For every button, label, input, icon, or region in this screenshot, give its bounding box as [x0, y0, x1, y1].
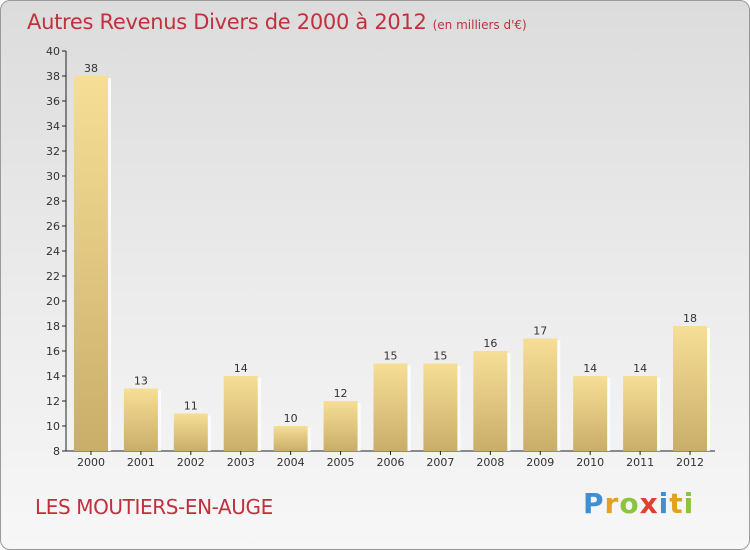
bar-value-label: 11: [184, 400, 198, 413]
bar: [373, 363, 408, 451]
bar-value-label: 15: [433, 350, 447, 363]
bar-value-label: 12: [334, 387, 348, 400]
bar: [73, 76, 108, 451]
x-tick-label: 2010: [576, 456, 604, 469]
y-tick-label: 8: [53, 445, 60, 458]
y-tick-label: 16: [46, 345, 60, 358]
bar-value-label: 14: [234, 362, 248, 375]
x-tick-label: 2000: [77, 456, 105, 469]
x-tick-label: 2002: [177, 456, 205, 469]
bar: [523, 338, 558, 451]
y-tick-label: 24: [46, 245, 60, 258]
y-tick-label: 34: [46, 120, 60, 133]
bar-value-label: 14: [633, 362, 647, 375]
y-tick-label: 10: [46, 420, 60, 433]
bar: [423, 363, 458, 451]
y-tick-label: 28: [46, 195, 60, 208]
x-tick-label: 2011: [626, 456, 654, 469]
x-tick-label: 2001: [127, 456, 155, 469]
x-tick-label: 2008: [476, 456, 504, 469]
bar: [623, 376, 658, 451]
y-tick-label: 32: [46, 145, 60, 158]
y-tick-label: 26: [46, 220, 60, 233]
y-tick-label: 38: [46, 70, 60, 83]
bar-value-label: 38: [84, 62, 98, 75]
bar: [573, 376, 608, 451]
bar-value-label: 18: [683, 312, 697, 325]
bar: [323, 401, 358, 451]
x-tick-label: 2009: [526, 456, 554, 469]
x-tick-label: 2007: [426, 456, 454, 469]
bar-value-label: 17: [533, 325, 547, 338]
commune-name: LES MOUTIERS-EN-AUGE: [35, 495, 273, 519]
y-tick-label: 40: [46, 45, 60, 58]
y-tick-label: 22: [46, 270, 60, 283]
bar-value-label: 16: [483, 337, 497, 350]
x-tick-label: 2012: [676, 456, 704, 469]
x-tick-label: 2005: [327, 456, 355, 469]
y-tick-label: 14: [46, 370, 60, 383]
bar: [173, 413, 208, 451]
chart-title-text: Autres Revenus Divers de 2000 à 2012: [27, 10, 427, 34]
bar: [473, 351, 508, 451]
bar: [273, 426, 308, 451]
x-tick-label: 2003: [227, 456, 255, 469]
x-tick-label: 2006: [377, 456, 405, 469]
bar-value-label: 15: [384, 350, 398, 363]
bar: [673, 326, 708, 451]
bar-value-label: 10: [284, 412, 298, 425]
y-tick-label: 20: [46, 295, 60, 308]
bar: [223, 376, 258, 451]
y-tick-label: 18: [46, 320, 60, 333]
y-tick-label: 36: [46, 95, 60, 108]
chart-subtitle: (en milliers d'€): [432, 18, 527, 32]
x-tick-label: 2004: [277, 456, 305, 469]
y-tick-label: 30: [46, 170, 60, 183]
chart-title: Autres Revenus Divers de 2000 à 2012 (en …: [27, 10, 527, 34]
bar-value-label: 14: [583, 362, 597, 375]
bar: [123, 388, 158, 451]
y-tick-label: 12: [46, 395, 60, 408]
bar-value-label: 13: [134, 375, 148, 388]
proxiti-logo: Proxiti: [583, 487, 695, 520]
